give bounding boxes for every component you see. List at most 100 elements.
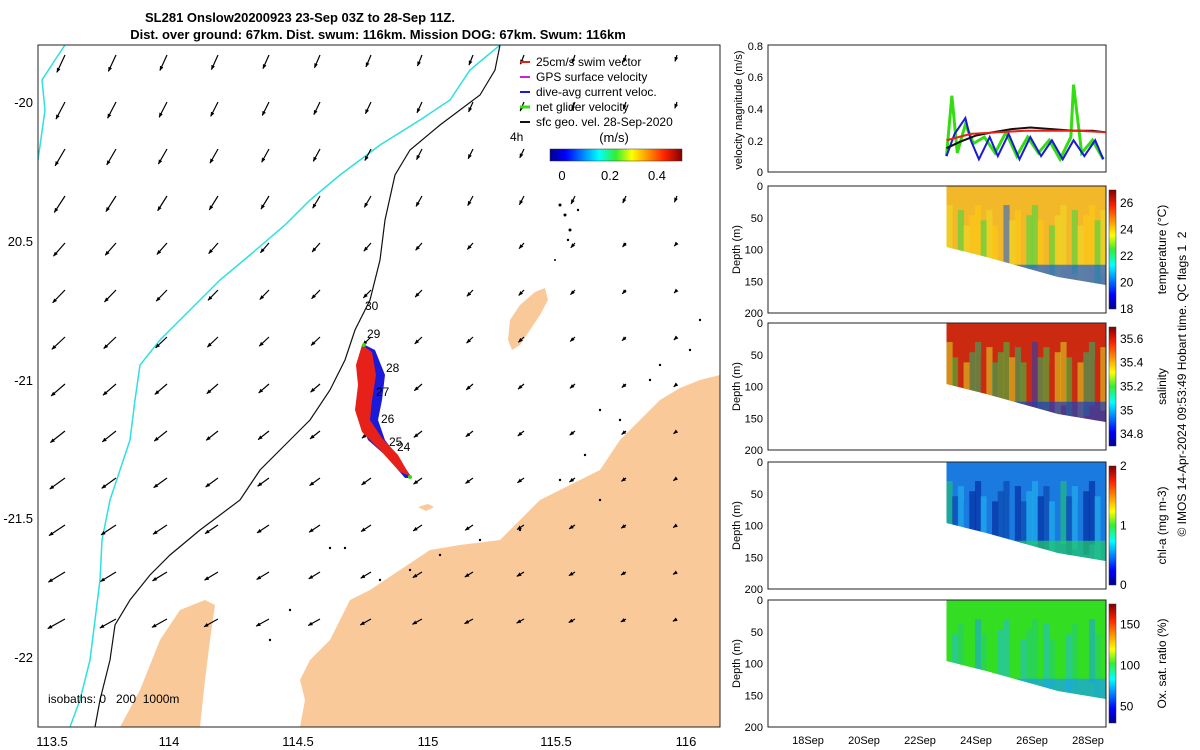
current-vector: [158, 101, 168, 118]
time-xtick: 26Sep: [1016, 735, 1048, 747]
map-lat-ticks: -20 20.5 -21 -21.5 -22: [3, 95, 33, 665]
depth-tick: 200: [745, 722, 763, 734]
current-vector: [517, 430, 525, 437]
current-vector: [311, 289, 321, 300]
section-band: [980, 220, 987, 284]
current-vector: [105, 195, 117, 213]
depth-tick: 50: [751, 213, 763, 225]
current-vector: [151, 618, 168, 628]
current-vector: [620, 524, 627, 529]
section-band: [997, 629, 1004, 693]
current-vector: [56, 54, 66, 73]
section-band: [1100, 347, 1106, 411]
lon-tick: 115.5: [540, 734, 572, 749]
current-vector: [156, 242, 168, 255]
section-band: [957, 486, 965, 550]
section-band: [1043, 347, 1050, 411]
section-band: [980, 634, 987, 698]
legend-item-swim: 25cm/s swim vector: [520, 55, 641, 69]
current-vector: [516, 524, 525, 531]
current-vector: [205, 430, 219, 441]
day-label: 26: [381, 412, 395, 426]
section-band: [1020, 362, 1027, 423]
vel-ytick: 0.4: [748, 104, 763, 116]
current-vector: [104, 289, 117, 303]
section-band: [974, 481, 982, 545]
section-band: [1094, 357, 1101, 421]
section-band: [986, 486, 993, 550]
time-marker: 4h: [510, 130, 523, 144]
current-vector: [465, 430, 474, 438]
current-vector: [621, 477, 627, 482]
section-band: [1054, 215, 1061, 279]
section-band: [1014, 486, 1022, 550]
section-band: [1100, 624, 1106, 688]
current-vector: [674, 54, 679, 62]
section-band: [1031, 619, 1039, 683]
section-band: [1014, 624, 1022, 688]
section-band: [1071, 624, 1079, 688]
colorbar-tick: 35.2: [1120, 380, 1144, 394]
current-vector: [621, 336, 627, 342]
current-vector: [364, 101, 372, 115]
day-label: 27: [376, 385, 390, 399]
lon-tick: 113.5: [36, 734, 68, 749]
colorbar-label: chl-a (mg m-3): [1155, 486, 1169, 564]
legend-item-dive: dive-avg current veloc.: [520, 85, 657, 99]
current-vector: [152, 524, 168, 535]
depth-tick: 200: [745, 584, 763, 596]
current-vector: [53, 195, 66, 213]
section-band: [986, 210, 993, 274]
colorbar-tick: 150: [1120, 618, 1140, 632]
section-band: [974, 619, 982, 683]
day-label: 30: [365, 299, 379, 313]
section-band: [969, 352, 976, 416]
colorbar-tick: 22: [1120, 249, 1134, 263]
lon-tick: 114: [159, 734, 180, 749]
current-vector: [256, 571, 270, 581]
current-vector: [361, 477, 372, 486]
glider-track: [355, 343, 412, 479]
current-vector: [672, 523, 678, 529]
current-vector: [465, 383, 474, 391]
colorbar-tick: 2: [1120, 459, 1127, 473]
current-vector: [308, 571, 321, 580]
cyan-coastline: [38, 45, 501, 727]
title-line1: SL281 Onslow20200923 23-Sep 03Z to 28-Se…: [145, 10, 455, 25]
lat-tick: -21: [14, 373, 33, 388]
section-band: [969, 215, 976, 279]
section-band: [1100, 486, 1106, 550]
current-vector: [101, 430, 117, 443]
current-vector: [622, 195, 627, 204]
current-vector: [413, 383, 423, 392]
current-vector: [467, 195, 474, 207]
track-start-marker: [362, 343, 366, 347]
section-band: [1054, 629, 1061, 693]
current-vector: [100, 524, 117, 536]
depth-tick: 50: [751, 489, 763, 501]
map-lon-ticks: 113.5 114 114.5 115 115.5 116: [36, 734, 696, 749]
vel-ytick: 0: [757, 167, 763, 179]
current-vector: [622, 242, 627, 248]
section-band: [1049, 362, 1056, 423]
section-band: [980, 357, 987, 421]
section-band: [1054, 491, 1061, 555]
current-vector: [204, 524, 219, 535]
current-vector: [107, 101, 117, 119]
depth-tick: 150: [745, 552, 763, 564]
depth-label: Depth (m): [731, 639, 743, 688]
day-label: 25: [389, 435, 403, 449]
current-vector: [413, 430, 423, 438]
section-band: [1083, 629, 1090, 693]
current-vector: [208, 242, 219, 255]
section-band: [1026, 491, 1033, 555]
lon-tick: 116: [676, 734, 697, 749]
current-vector: [412, 524, 423, 532]
section-frame: [767, 185, 1107, 314]
current-vector: [518, 195, 525, 206]
current-vector: [262, 54, 270, 70]
colorbar-label: (m/s): [599, 130, 629, 145]
current-vector: [205, 477, 219, 488]
current-vector: [362, 289, 372, 299]
depth-tick: 0: [757, 318, 763, 330]
